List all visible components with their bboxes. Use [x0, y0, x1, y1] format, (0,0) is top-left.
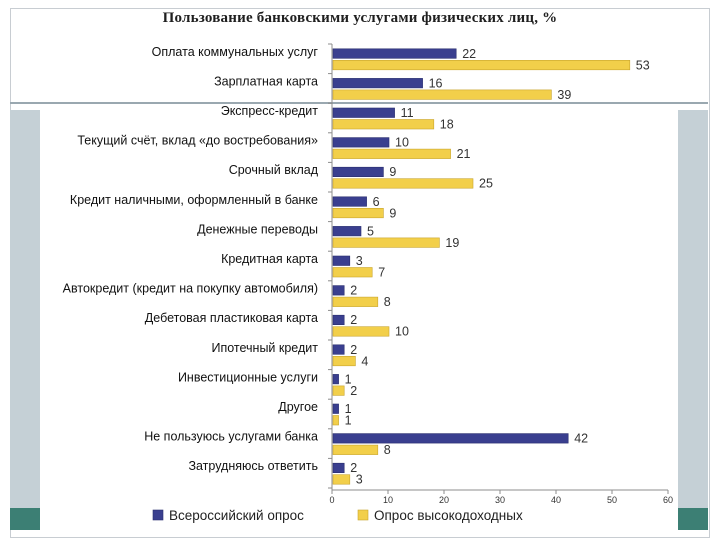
bar-high-income: [332, 326, 390, 337]
bar-high-income: [332, 296, 379, 307]
x-tick-label: 20: [439, 495, 449, 505]
bar-all-russia: [332, 196, 367, 207]
category-label: Не пользуюсь услугами банка: [144, 430, 318, 444]
value-label: 2: [350, 343, 357, 357]
bar-high-income: [332, 474, 351, 485]
bar-all-russia: [332, 344, 345, 355]
bar-high-income: [332, 444, 379, 455]
x-tick-label: 0: [329, 495, 334, 505]
value-label: 19: [445, 236, 459, 250]
decorative-accent-left: [10, 508, 40, 530]
category-label: Другое: [278, 400, 318, 414]
category-label: Экспресс-кредит: [221, 104, 319, 118]
value-label: 21: [457, 147, 471, 161]
bar-all-russia: [332, 226, 362, 237]
bar-all-russia: [332, 462, 345, 474]
decorative-accent-right: [678, 508, 708, 530]
category-label: Денежные переводы: [197, 222, 318, 236]
bar-high-income: [332, 237, 440, 248]
value-label: 2: [350, 284, 357, 298]
chart-title: Пользование банковскими услугами физичес…: [162, 10, 558, 26]
x-tick-label: 40: [551, 495, 561, 505]
value-label: 18: [440, 118, 454, 132]
legend-swatch: [152, 509, 164, 521]
decorative-side-panel-left: [10, 110, 40, 508]
category-label: Дебетовая пластиковая карта: [145, 311, 318, 325]
bar-all-russia: [332, 374, 339, 385]
bar-all-russia: [332, 78, 423, 89]
bar-high-income: [332, 415, 339, 426]
bar-high-income: [332, 119, 435, 130]
value-label: 2: [350, 461, 357, 475]
category-label: Кредит наличными, оформленный в банке: [70, 193, 318, 207]
bar-all-russia: [332, 48, 457, 59]
value-label: 53: [636, 58, 650, 72]
x-tick-label: 30: [495, 495, 505, 505]
x-tick-label: 10: [383, 495, 393, 505]
category-label: Затрудняюсь ответить: [188, 459, 318, 473]
value-label: 9: [389, 206, 396, 220]
bar-all-russia: [332, 107, 395, 118]
bar-all-russia: [332, 403, 339, 414]
value-label: 4: [361, 354, 368, 368]
value-label: 2: [350, 384, 357, 398]
category-label: Автокредит (кредит на покупку автомобиля…: [63, 282, 318, 296]
bar-high-income: [332, 148, 451, 159]
category-label: Срочный вклад: [229, 163, 319, 177]
legend-label: Опрос высокодоходных: [374, 508, 523, 523]
bar-high-income: [332, 89, 552, 100]
value-label: 42: [574, 432, 588, 446]
x-tick-label: 60: [663, 495, 673, 505]
value-label: 9: [389, 165, 396, 179]
value-label: 3: [356, 254, 363, 268]
bar-high-income: [332, 59, 631, 71]
bar-all-russia: [332, 285, 345, 296]
value-label: 16: [429, 76, 443, 90]
x-tick-label: 50: [607, 495, 617, 505]
value-label: 22: [462, 47, 476, 61]
bar-high-income: [332, 385, 345, 396]
bar-all-russia: [332, 314, 345, 326]
value-label: 11: [401, 106, 414, 120]
bar-all-russia: [332, 166, 384, 177]
category-label: Оплата коммунальных услуг: [152, 45, 319, 59]
category-label: Кредитная карта: [221, 252, 318, 266]
value-label: 1: [345, 372, 352, 386]
category-label: Инвестиционные услуги: [178, 370, 318, 384]
bar-all-russia: [332, 137, 390, 148]
category-label: Текущий счёт, вклад «до востребования»: [77, 134, 318, 148]
bar-all-russia: [332, 255, 351, 266]
decorative-band: [10, 102, 708, 104]
value-label: 1: [345, 414, 352, 428]
bar-high-income: [332, 355, 356, 367]
value-label: 1: [345, 402, 352, 416]
decorative-side-panel-right: [678, 110, 708, 508]
legend-swatch: [357, 509, 369, 521]
value-label: 6: [373, 195, 380, 209]
bar-all-russia: [332, 433, 569, 444]
value-label: 2: [350, 313, 357, 327]
value-label: 10: [395, 136, 409, 150]
bar-high-income: [332, 178, 474, 189]
value-label: 3: [356, 473, 363, 487]
value-label: 5: [367, 224, 374, 238]
category-label: Ипотечный кредит: [211, 341, 318, 355]
bar-high-income: [332, 208, 384, 219]
category-label: Зарплатная карта: [214, 74, 318, 88]
value-label: 39: [557, 88, 571, 102]
value-label: 10: [395, 325, 409, 339]
bar-high-income: [332, 267, 373, 278]
value-label: 25: [479, 177, 493, 191]
value-label: 8: [384, 443, 391, 457]
value-label: 7: [378, 266, 385, 280]
legend-label: Всероссийский опрос: [169, 508, 304, 523]
value-label: 8: [384, 295, 391, 309]
